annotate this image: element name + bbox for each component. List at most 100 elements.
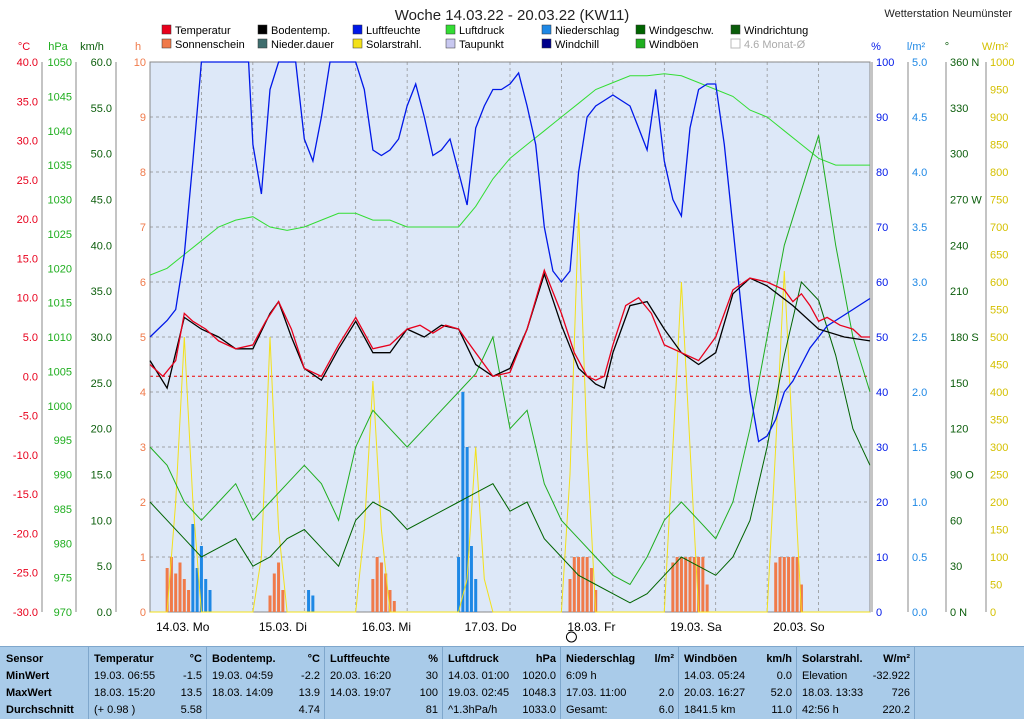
rain-axis-label: 4.0 xyxy=(912,167,927,179)
stats-row-label: Durchschnitt xyxy=(6,704,74,716)
humidity-axis-label: 40 xyxy=(876,387,888,399)
legend-swatch xyxy=(635,38,646,49)
stats-cell-row: 19.03. 02:45 1048.3 xyxy=(448,685,556,702)
rain-bar xyxy=(199,546,203,612)
stats-cell-label: Luftfeuchte xyxy=(330,653,390,665)
direction-axis-label: 360 N xyxy=(950,57,979,69)
stats-cell-value: 52.0 xyxy=(770,687,792,699)
stats-cell-value: 1033.0 xyxy=(522,704,556,716)
stats-cell-row: 18.03. 13:33 726 xyxy=(802,685,910,702)
temp-axis-label: -25.0 xyxy=(13,568,38,580)
sunshine-bar xyxy=(688,557,692,612)
stats-separator xyxy=(678,647,679,719)
stats-cell-label: 18.03. 15:20 xyxy=(94,687,156,699)
stats-cell-value: -32.922 xyxy=(872,670,910,682)
wind-axis-label: 5.0 xyxy=(97,561,112,573)
rain-bar xyxy=(204,579,208,612)
direction-axis-label: 90 O xyxy=(950,470,974,482)
series-line-luftdruck xyxy=(149,73,870,276)
stats-cell-row: 1841.5 km 11.0 xyxy=(684,702,792,719)
pressure-axis-label: 995 xyxy=(54,435,72,447)
stats-column: Niederschlag l/m² 6:09 h 17.03. 11:00 2.0 Ges… xyxy=(566,651,674,719)
sun-axis-label: 4 xyxy=(140,387,146,399)
stats-cell-value: 4.74 xyxy=(298,704,320,716)
axis-unit-sun: h xyxy=(135,41,141,53)
sunshine-bar xyxy=(169,557,173,612)
stats-cell-row: 18.03. 15:20 13.5 xyxy=(94,685,202,702)
rain-bar xyxy=(465,447,469,612)
stats-cell-row: 14.03. 01:00 1020.0 xyxy=(448,668,556,685)
stats-cell-label: 18.03. 13:33 xyxy=(802,687,864,699)
stats-cell-label: Bodentemp. xyxy=(212,653,276,665)
pressure-axis-label: 1020 xyxy=(48,263,72,275)
temp-axis-label: 35.0 xyxy=(17,96,38,108)
stats-column: Bodentemp. °C 19.03. 04:59 -2.2 18.03. 14:09… xyxy=(212,651,320,719)
legend-label: Niederschlag xyxy=(555,25,619,37)
solar-axis-label: 950 xyxy=(990,85,1008,97)
stats-column: Luftdruck hPa 14.03. 01:00 1020.0 19.03. 02:… xyxy=(448,651,556,719)
rain-axis-label: 3.5 xyxy=(912,222,927,234)
stats-row-labels: Sensor MinWert MaxWert Durchschnitt xyxy=(6,651,86,719)
sunshine-bar xyxy=(671,562,675,612)
axis-unit-direction: ° xyxy=(945,41,949,53)
temp-axis-label: 0.0 xyxy=(23,371,38,383)
stats-cell-label: ^1.3hPa/h xyxy=(448,704,498,716)
direction-axis-label: 180 S xyxy=(950,332,979,344)
humidity-axis-label: 30 xyxy=(876,442,888,454)
axis-unit-solar: W/m² xyxy=(982,41,1009,53)
humidity-axis-label: 80 xyxy=(876,167,888,179)
stats-cell-label: Elevation xyxy=(802,670,848,682)
rain-bar xyxy=(195,568,199,612)
sunshine-bar xyxy=(791,557,795,612)
stats-cell-value: -1.5 xyxy=(183,670,202,682)
sunshine-bar xyxy=(174,573,178,612)
sunshine-bar xyxy=(182,579,186,612)
stats-cell-label: 6:09 h xyxy=(566,670,597,682)
sunshine-bar xyxy=(774,562,778,612)
stats-cell-value: °C xyxy=(307,653,320,665)
series-line-windgeschw xyxy=(149,280,871,604)
legend-swatch xyxy=(257,24,268,35)
legend-swatch xyxy=(541,24,552,35)
solar-axis-label: 600 xyxy=(990,277,1008,289)
pressure-axis-label: 970 xyxy=(54,607,72,619)
pressure-axis-label: 1045 xyxy=(48,91,72,103)
direction-axis-label: 120 xyxy=(950,424,968,436)
stats-cell-row: Elevation -32.922 xyxy=(802,668,910,685)
sun-axis-label: 10 xyxy=(134,57,146,69)
rain-axis-label: 5.0 xyxy=(912,57,927,69)
stats-cell-row: 18.03. 14:09 13.9 xyxy=(212,685,320,702)
solar-axis-label: 800 xyxy=(990,167,1008,179)
temp-axis-label: 40.0 xyxy=(17,57,38,69)
direction-axis-label: 240 xyxy=(950,240,968,252)
solar-axis-label: 150 xyxy=(990,525,1008,537)
stats-cell-label: Windböen xyxy=(684,653,738,665)
stats-cell-label: 14.03. 01:00 xyxy=(448,670,510,682)
sunshine-bar xyxy=(782,557,786,612)
pressure-axis-label: 1010 xyxy=(48,332,72,344)
legend-swatch xyxy=(257,38,268,49)
legend-label: Luftdruck xyxy=(459,25,505,37)
sunshine-bar xyxy=(371,579,375,612)
stats-cell-label: Luftdruck xyxy=(448,653,499,665)
station-name: Wetterstation Neumünster xyxy=(884,8,1012,20)
legend-label: Luftfeuchte xyxy=(366,25,420,37)
stats-cell-label: Niederschlag xyxy=(566,653,636,665)
stats-cell-row: 14.03. 19:07 100 xyxy=(330,685,438,702)
wind-axis-label: 35.0 xyxy=(91,286,112,298)
pressure-axis-label: 1025 xyxy=(48,229,72,241)
sunshine-bar xyxy=(572,557,576,612)
stats-cell-label: 14.03. 19:07 xyxy=(330,687,392,699)
legend-label: Solarstrahl. xyxy=(366,39,422,51)
sunshine-bar xyxy=(799,584,803,612)
legend-label: Windrichtung xyxy=(744,25,808,37)
rain-bar xyxy=(457,557,461,612)
stats-cell-label: Gesamt: xyxy=(566,704,608,716)
stats-cell-row: 81 xyxy=(330,702,438,719)
stats-row-label: MinWert xyxy=(6,670,50,682)
stats-cell-value: 1048.3 xyxy=(522,687,556,699)
temp-axis-label: 25.0 xyxy=(17,175,38,187)
stats-cell-label: 19.03. 06:55 xyxy=(94,670,156,682)
rain-axis-label: 1.5 xyxy=(912,442,927,454)
weekly-weather-chart: Woche 14.03.22 - 20.03.22 (KW11) Wetterst… xyxy=(13,7,1014,643)
